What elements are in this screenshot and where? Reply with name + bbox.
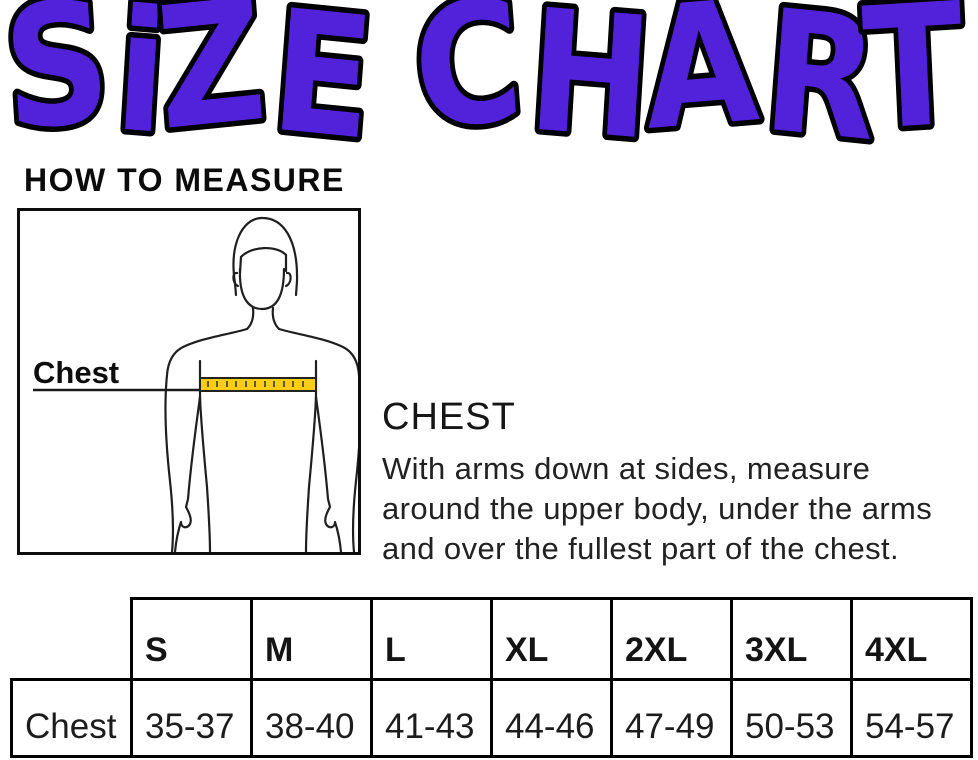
chest-measurements-row: Chest 35-37 38-40 41-43 44-46 47-49 50-5… <box>10 678 973 758</box>
size-table-header-row: S M L XL 2XL 3XL 4XL <box>12 597 973 681</box>
page-title: SiZE CHART <box>0 0 968 152</box>
size-col-header-s: S <box>130 597 253 681</box>
size-col-header-4xl: 4XL <box>850 597 973 681</box>
size-col-header-l: L <box>370 597 493 681</box>
row-label-chest: Chest <box>10 678 133 758</box>
body-diagram: Chest <box>33 216 358 552</box>
size-col-header-xl: XL <box>490 597 613 681</box>
chest-section-heading: CHEST <box>382 396 516 438</box>
size-col-header-2xl: 2XL <box>610 597 733 681</box>
chest-value-3xl: 50-53 <box>730 678 853 758</box>
chest-value-2xl: 47-49 <box>610 678 733 758</box>
page-title-art: SiZE CHART <box>0 0 973 152</box>
chest-value-xl: 44-46 <box>490 678 613 758</box>
chest-label: Chest <box>33 355 119 390</box>
chest-desc-line: and over the fullest part of the chest. <box>382 531 900 566</box>
measurement-diagram-box: Chest <box>17 208 361 555</box>
torso-outline <box>164 216 358 552</box>
chest-value-s: 35-37 <box>130 678 253 758</box>
chest-value-l: 41-43 <box>370 678 493 758</box>
chest-desc-line: around the upper body, under the arms <box>382 491 933 526</box>
tape-ticks <box>207 381 304 387</box>
chest-desc-line: With arms down at sides, measure <box>382 451 871 486</box>
chest-section-description: With arms down at sides, measure around … <box>382 449 932 569</box>
measuring-tape <box>199 377 317 392</box>
size-col-header-m: M <box>250 597 373 681</box>
table-corner-empty <box>12 599 132 680</box>
size-col-header-3xl: 3XL <box>730 597 853 681</box>
how-to-measure-heading: HOW TO MEASURE <box>24 162 345 198</box>
size-table: S M L XL 2XL 3XL 4XL Chest 35-37 38-40 4… <box>10 597 973 758</box>
chest-value-m: 38-40 <box>250 678 373 758</box>
chest-value-4xl: 54-57 <box>850 678 973 758</box>
